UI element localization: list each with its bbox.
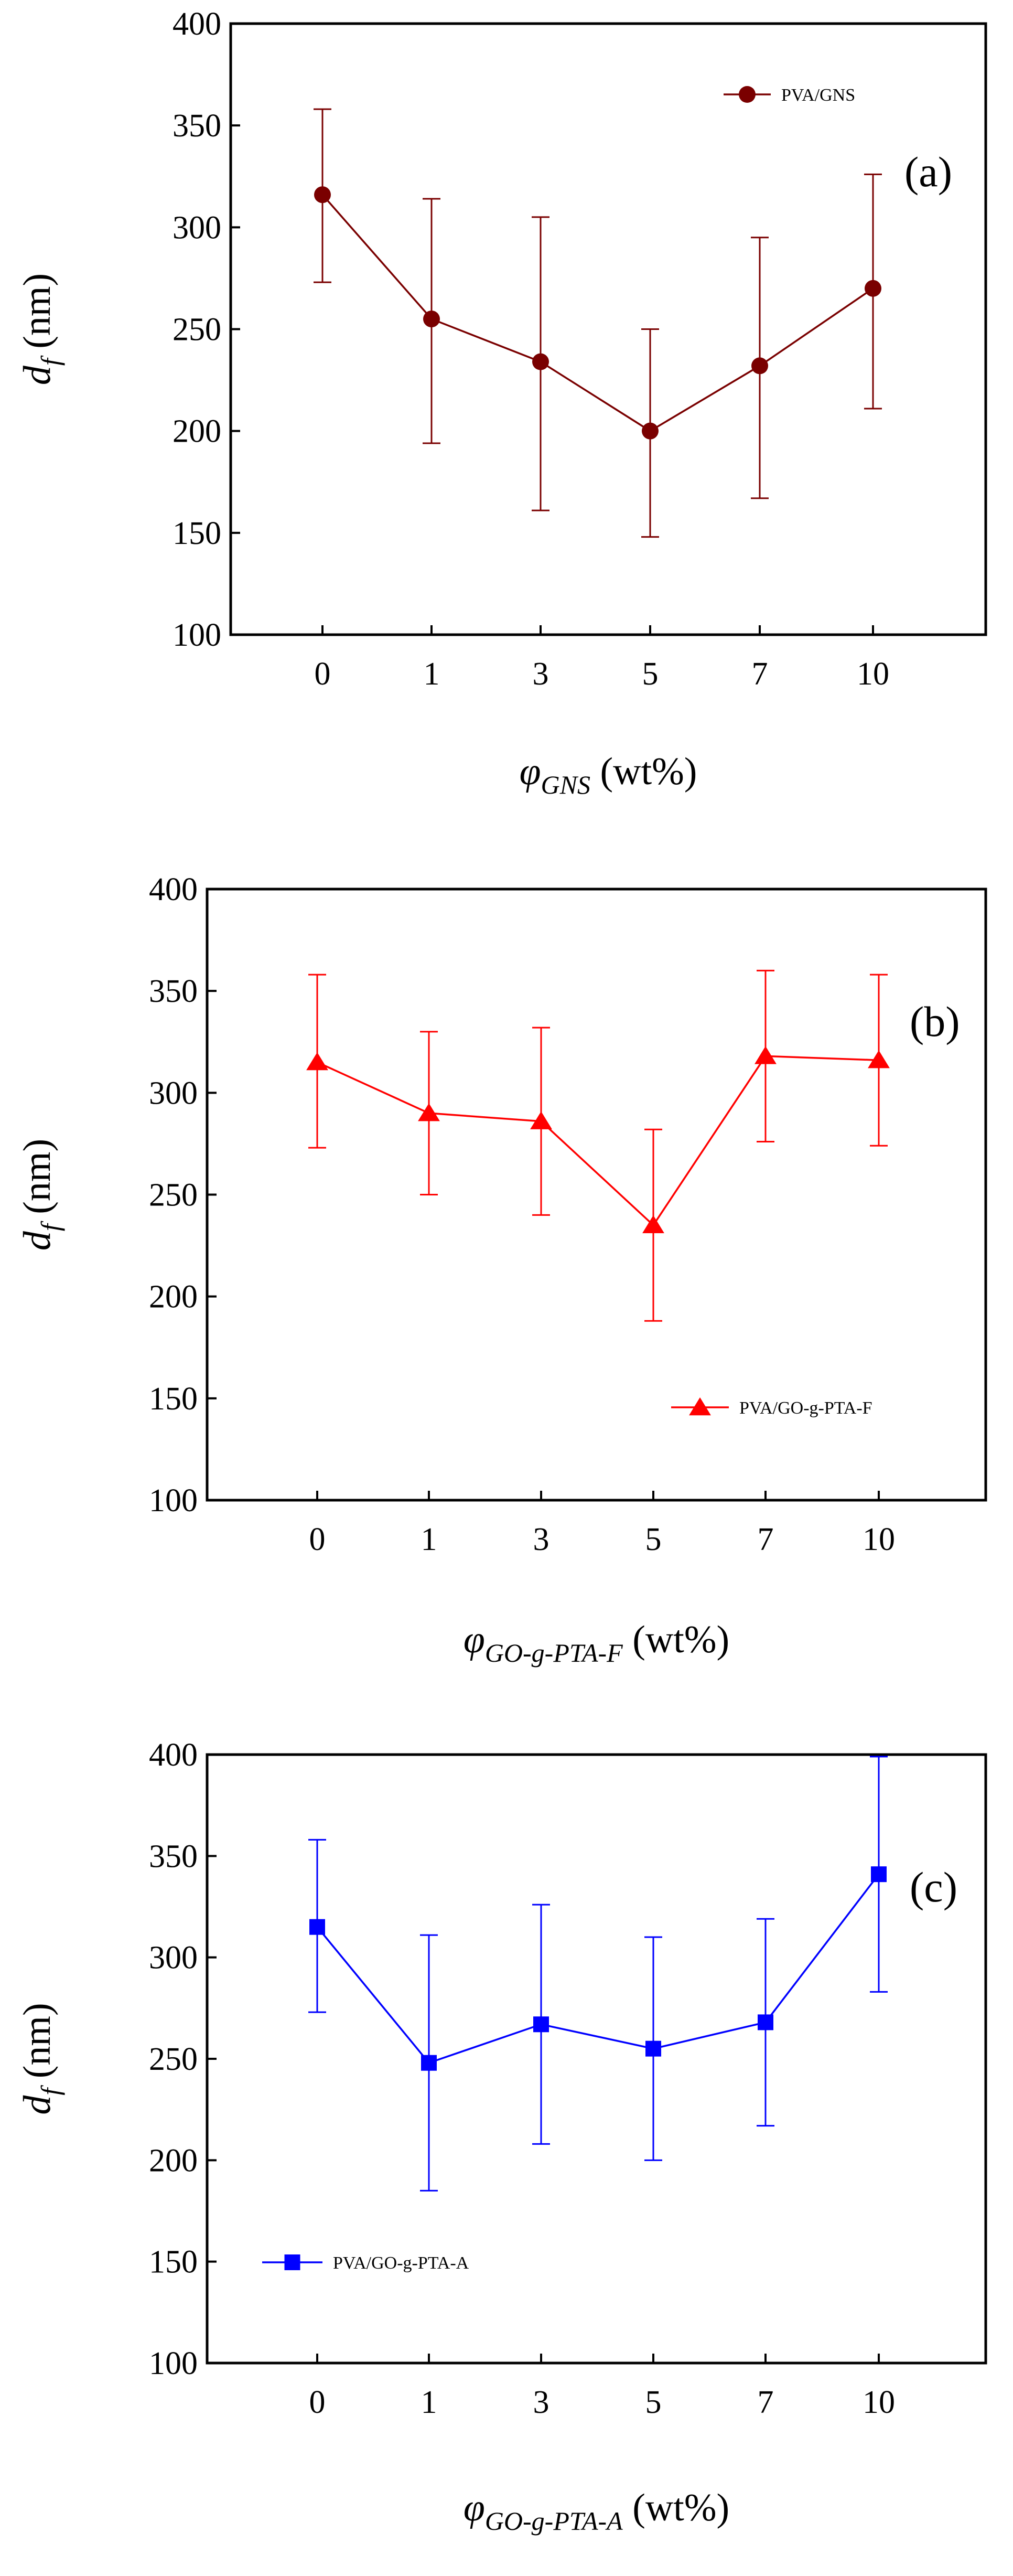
x-axis-label-subscript: GNS <box>541 770 590 799</box>
data-point <box>421 2055 437 2071</box>
x-axis-label-symbol: φ <box>464 2486 485 2529</box>
y-tick-label: 200 <box>173 414 221 450</box>
y-tick-label: 400 <box>149 1737 198 1773</box>
panel-label: (b) <box>910 998 960 1045</box>
legend-label: PVA/GNS <box>781 85 855 105</box>
y-tick-label: 150 <box>173 516 221 551</box>
y-tick-label: 250 <box>149 2041 198 2077</box>
x-tick-label: 0 <box>315 656 331 692</box>
y-axis-label: df (nm) <box>16 273 65 385</box>
x-tick-label: 10 <box>857 656 889 692</box>
x-tick-label: 7 <box>758 1522 774 1557</box>
y-tick-label: 200 <box>149 2143 198 2178</box>
x-tick-label: 5 <box>645 1522 662 1557</box>
x-tick-label: 7 <box>758 2385 774 2420</box>
y-tick-label: 100 <box>149 2346 198 2381</box>
y-tick-label: 100 <box>173 617 221 653</box>
y-axis-label: df (nm) <box>16 1139 65 1250</box>
y-tick-label: 250 <box>149 1178 198 1213</box>
y-tick-label: 350 <box>149 1839 198 1874</box>
data-point <box>642 1215 664 1233</box>
x-tick-label: 1 <box>421 2385 437 2420</box>
y-axis-label-unit: (nm) <box>16 273 59 358</box>
data-point <box>530 1111 552 1129</box>
x-tick-label: 5 <box>645 2385 662 2420</box>
y-axis-label-symbol: d <box>16 2095 59 2115</box>
x-tick-label: 1 <box>424 656 440 692</box>
legend: PVA/GNS <box>724 85 855 105</box>
x-tick-label: 10 <box>863 1522 895 1557</box>
legend-label: PVA/GO-g-PTA-F <box>739 1398 872 1418</box>
x-axis-label-unit: (wt%) <box>590 750 697 793</box>
y-axis-label-unit: (nm) <box>16 2003 59 2088</box>
chart-panel-c: 100 150 200 250 300 350 400 0 1 3 5 7 10 PVA/GO-g-PTA… <box>16 1737 987 2536</box>
y-tick-label: 400 <box>173 6 221 42</box>
y-tick-label: 300 <box>149 1075 198 1111</box>
x-tick-label: 0 <box>309 2385 326 2420</box>
data-point <box>533 2016 549 2033</box>
data-point <box>751 357 768 375</box>
x-axis-label-symbol: φ <box>464 1618 485 1661</box>
x-tick-label: 10 <box>863 2385 895 2420</box>
x-axis-label-subscript: GO-g-PTA-A <box>485 2506 623 2536</box>
legend-marker <box>739 86 756 103</box>
y-tick-label: 300 <box>149 1940 198 1976</box>
data-point <box>309 1919 325 1935</box>
y-tick-label: 400 <box>149 872 198 907</box>
legend: PVA/GO-g-PTA-F <box>671 1397 872 1418</box>
series-line <box>321 194 874 432</box>
plot-frame <box>206 1753 987 2365</box>
x-axis-label-unit: (wt%) <box>623 1618 729 1661</box>
legend-label: PVA/GO-g-PTA-A <box>333 2253 469 2273</box>
panel-label: (a) <box>904 148 952 196</box>
data-point <box>642 422 659 440</box>
data-point <box>314 186 331 204</box>
y-tick-label: 300 <box>173 210 221 245</box>
data-point <box>423 311 440 328</box>
x-axis-label: φGO-g-PTA-F (wt%) <box>464 1618 729 1668</box>
y-tick-label: 150 <box>149 1381 198 1417</box>
data-point <box>865 280 881 297</box>
y-axis-label-symbol: d <box>16 365 59 385</box>
x-axis-label-unit: (wt%) <box>623 2486 729 2529</box>
y-axis-label: df (nm) <box>16 2003 65 2114</box>
x-tick-label: 5 <box>642 656 659 692</box>
x-tick-label: 3 <box>533 656 549 692</box>
data-point <box>306 1052 328 1071</box>
data-point <box>532 353 549 370</box>
y-axis-label-unit: (nm) <box>16 1139 59 1224</box>
x-axis-label-subscript: GO-g-PTA-F <box>485 1638 623 1668</box>
y-tick-label: 200 <box>149 1279 198 1315</box>
legend: PVA/GO-g-PTA-A <box>262 2253 469 2273</box>
data-point <box>871 1866 887 1883</box>
x-tick-label: 3 <box>533 1522 549 1557</box>
x-tick-label: 1 <box>421 1522 437 1557</box>
x-tick-label: 0 <box>309 1522 326 1557</box>
data-point <box>868 1050 890 1068</box>
data-point <box>758 2014 773 2030</box>
panel-label: (c) <box>910 1863 957 1911</box>
x-axis-label: φGO-g-PTA-A (wt%) <box>464 2486 729 2536</box>
legend-marker <box>689 1397 711 1416</box>
y-tick-label: 250 <box>173 312 221 348</box>
data-point <box>645 2040 661 2057</box>
x-tick-label: 3 <box>533 2385 549 2420</box>
x-axis-label-symbol: φ <box>520 750 541 793</box>
y-tick-label: 350 <box>149 974 198 1009</box>
x-tick-label: 7 <box>752 656 768 692</box>
y-tick-label: 150 <box>149 2244 198 2280</box>
y-axis-label-symbol: d <box>16 1231 59 1250</box>
data-point <box>755 1046 777 1064</box>
y-tick-label: 350 <box>173 108 221 144</box>
x-axis-label: φGNS (wt%) <box>520 750 697 799</box>
series-line <box>317 1055 879 1227</box>
chart-panel-a: 100 150 200 250 300 350 400 0 1 3 5 7 10 PVA/GNS (a) φG… <box>16 6 987 799</box>
data-point <box>418 1103 440 1121</box>
chart-panel-b: 100 150 200 250 300 350 400 0 1 3 5 7 10 PVA/GO-g-PTA… <box>16 872 987 1668</box>
y-tick-label: 100 <box>149 1483 198 1519</box>
legend-marker <box>284 2254 300 2270</box>
series-line <box>316 1874 880 2064</box>
